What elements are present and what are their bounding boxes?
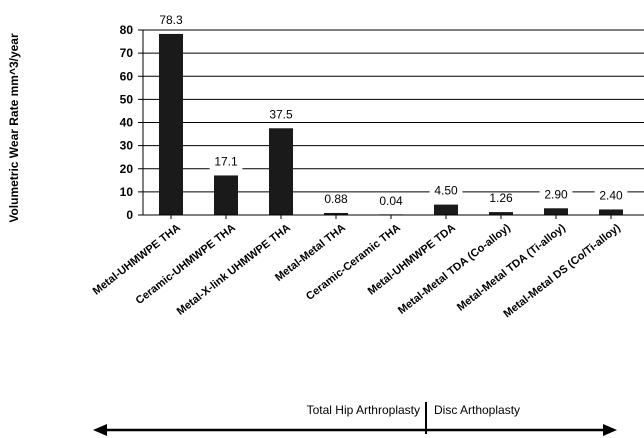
x-category-label-6: Metal-Metal TDA (Co-alloy) bbox=[396, 222, 513, 317]
x-category-label-1: Ceramic-UHMWPE THA bbox=[134, 222, 238, 307]
data-label-0: 78.3 bbox=[159, 13, 183, 27]
x-category-label-2: Metal-X-link UHMWPE THA bbox=[175, 222, 293, 318]
y-tick-label-80: 80 bbox=[120, 23, 134, 37]
bar-1 bbox=[214, 175, 238, 215]
x-category-label-7: Metal-Metal TDA (Ti-alloy) bbox=[455, 222, 568, 314]
y-tick-label-0: 0 bbox=[126, 208, 133, 222]
data-label-5: 4.50 bbox=[434, 184, 458, 198]
y-tick-label-70: 70 bbox=[120, 46, 134, 60]
span-right-arrowhead bbox=[603, 424, 617, 436]
y-tick-label-10: 10 bbox=[120, 185, 134, 199]
bar-3 bbox=[324, 212, 348, 215]
data-label-7: 2.90 bbox=[544, 187, 568, 201]
y-tick-label-60: 60 bbox=[120, 69, 134, 83]
data-label-1: 17.1 bbox=[214, 154, 238, 168]
bar-7 bbox=[544, 208, 568, 215]
y-tick-label-20: 20 bbox=[120, 162, 134, 176]
x-category-label-8: Metal-Metal DS (Co/Ti-alloy) bbox=[501, 222, 623, 321]
bar-2 bbox=[269, 128, 293, 215]
data-label-4: 0.04 bbox=[379, 194, 403, 208]
span-left-label: Total Hip Arthroplasty bbox=[307, 403, 420, 417]
bar-6 bbox=[489, 212, 513, 215]
data-label-8: 2.40 bbox=[599, 188, 623, 202]
bar-5 bbox=[434, 204, 458, 215]
bar-0 bbox=[159, 33, 183, 216]
data-labels: 78.3 17.1 37.5 0.88 0.04 4.50 1.26 2.90 2.40 bbox=[159, 13, 623, 208]
y-tick-label-30: 30 bbox=[120, 139, 134, 153]
data-label-6: 1.26 bbox=[489, 191, 513, 205]
data-label-2: 37.5 bbox=[269, 107, 293, 121]
y-tick-label-50: 50 bbox=[120, 92, 134, 106]
bar-8 bbox=[599, 209, 623, 215]
x-category-label-0: Metal-UHMWPE THA bbox=[91, 222, 183, 298]
span-right-label: Disc Arthoplasty bbox=[434, 403, 520, 417]
y-tick-labels: 0 10 20 30 40 50 60 70 80 bbox=[120, 23, 143, 222]
y-axis-label: Volumetric Wear Rate mm^3/year bbox=[7, 33, 21, 223]
y-tick-label-40: 40 bbox=[120, 116, 134, 130]
data-label-3: 0.88 bbox=[324, 192, 348, 206]
span-left-arrowhead bbox=[93, 424, 107, 436]
x-category-label-4: Ceramic-Ceramic THA bbox=[304, 222, 403, 303]
bars bbox=[159, 33, 623, 216]
gridlines bbox=[143, 29, 644, 193]
arthroplasty-span: Total Hip Arthroplasty Disc Arthoplasty bbox=[93, 402, 617, 436]
